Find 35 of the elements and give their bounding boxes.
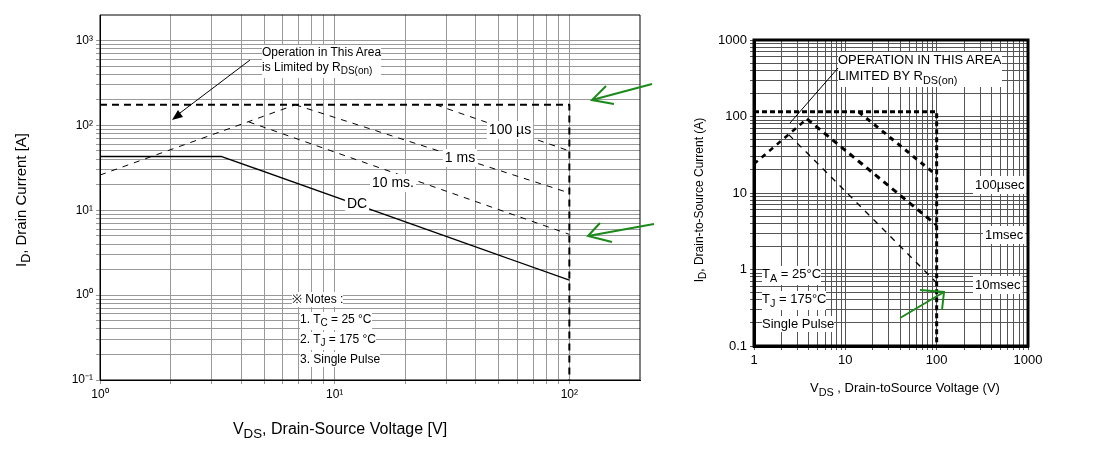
x-axis-title: V$_{DS}$ , Drain-toSource Voltage (V) — [810, 380, 1000, 398]
annotation: T$_{A}$ = 25°C — [762, 266, 822, 286]
y-tick-label: 1000 — [718, 31, 747, 47]
x-tick-label: 10 — [838, 352, 853, 368]
annotation: Operation in This Area is Limited by R$_{DS(on)}$ — [262, 45, 382, 78]
x-tick-label: 10⁰ — [91, 386, 109, 401]
y-tick-label: 10³ — [75, 32, 93, 47]
x-tick-label: 10¹ — [326, 386, 344, 401]
text: 1msec — [985, 226, 1024, 242]
x-tick-label: 100 — [925, 352, 948, 368]
series-label: 100 µs — [488, 120, 532, 137]
annotation: Single Pulse — [762, 316, 835, 333]
text: 10msec — [975, 276, 1022, 292]
series-label: 10 ms. — [371, 173, 415, 190]
y-tick-label: 10⁻¹ — [71, 372, 93, 387]
annotation: 1. T$_{C}$ = 25 °C — [300, 312, 372, 330]
text: 100µsec — [975, 176, 1025, 192]
y-tick-label: 1 — [739, 261, 747, 277]
annotation: OPERATION IN THIS AREA LIMITED BY R$_{DS(on)}$ — [838, 52, 1002, 88]
x-tick-label: 1000 — [1013, 352, 1043, 368]
series-label: DC — [346, 194, 368, 211]
x-tick-label: 1 — [750, 352, 758, 368]
annotation: 2. T$_{J}$ = 175 °C — [300, 332, 376, 350]
annotation: 3. Single Pulse — [300, 352, 381, 367]
y-tick-label: 100 — [725, 108, 747, 124]
annotation: ※ Notes : — [292, 292, 344, 307]
x-tick-label: 10² — [560, 386, 579, 401]
y-tick-label: 10¹ — [75, 202, 93, 217]
y-tick-label: 10 — [732, 184, 747, 200]
y-tick-label: 10² — [75, 117, 93, 132]
series-label: 1 ms — [444, 148, 476, 165]
annotation: T$_{J}$ = 175°C — [762, 291, 827, 311]
x-axis-title: V$_{DS}$, Drain-Source Voltage [V] — [232, 420, 448, 442]
y-tick-label: 10⁰ — [75, 287, 93, 302]
y-tick-label: 0.1 — [728, 337, 747, 353]
